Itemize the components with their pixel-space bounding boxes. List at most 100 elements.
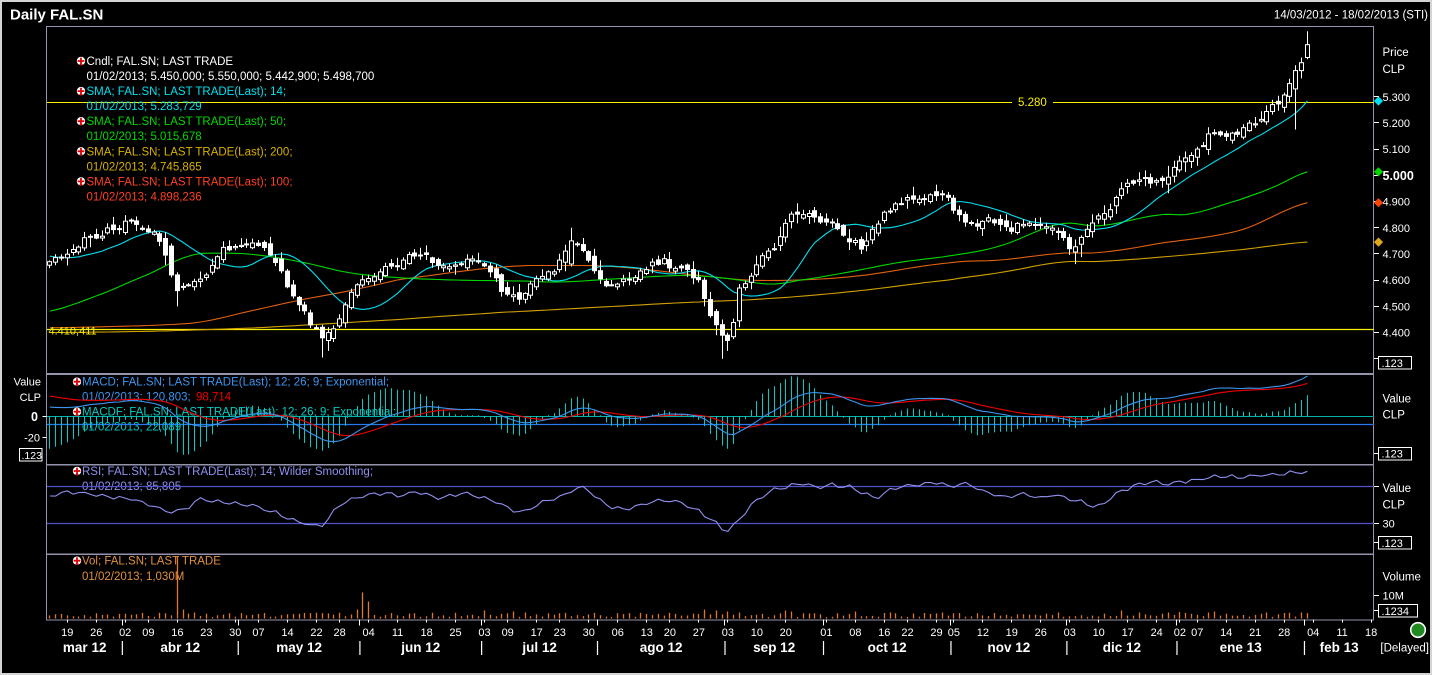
svg-text:Price: Price xyxy=(1383,47,1409,59)
svg-text:16: 16 xyxy=(171,627,183,639)
svg-text:sep 12: sep 12 xyxy=(753,640,795,655)
svg-text:may 12: may 12 xyxy=(276,640,322,655)
svg-text:10: 10 xyxy=(1093,627,1105,639)
svg-text:18: 18 xyxy=(1365,627,1377,639)
svg-text:5.300: 5.300 xyxy=(1383,92,1411,104)
svg-text:25: 25 xyxy=(449,627,461,639)
svg-text:22: 22 xyxy=(310,627,322,639)
svg-text:.1234: .1234 xyxy=(1382,606,1410,618)
svg-text:28: 28 xyxy=(333,627,345,639)
svg-text:.123: .123 xyxy=(1382,538,1403,550)
svg-text:23: 23 xyxy=(200,627,212,639)
svg-text:30: 30 xyxy=(583,627,595,639)
svg-text:01/02/2013; 1,030M: 01/02/2013; 1,030M xyxy=(82,571,184,583)
svg-text:19: 19 xyxy=(1006,627,1018,639)
svg-text:17: 17 xyxy=(531,627,543,639)
svg-text:RSI; FAL.SN; LAST TRADE(Last);: RSI; FAL.SN; LAST TRADE(Last); 14; Wilde… xyxy=(82,466,373,478)
svg-text:Value: Value xyxy=(1383,394,1412,406)
svg-text:12: 12 xyxy=(977,627,989,639)
svg-text:0: 0 xyxy=(31,410,38,424)
svg-text:01/02/2013; 5.015,678: 01/02/2013; 5.015,678 xyxy=(87,131,202,143)
svg-text:18: 18 xyxy=(420,627,432,639)
svg-text:21: 21 xyxy=(1249,627,1261,639)
svg-text:01/02/2013; 120,803;: 01/02/2013; 120,803; xyxy=(82,392,191,404)
svg-text:-20: -20 xyxy=(24,433,40,445)
svg-text:abr 12: abr 12 xyxy=(160,640,200,655)
svg-text:09: 09 xyxy=(142,627,154,639)
svg-text:5.100: 5.100 xyxy=(1383,144,1411,156)
svg-text:14: 14 xyxy=(281,627,293,639)
svg-text:24: 24 xyxy=(1151,627,1163,639)
svg-text:02: 02 xyxy=(119,627,131,639)
svg-text:19: 19 xyxy=(61,627,73,639)
svg-text:30: 30 xyxy=(229,627,241,639)
svg-text:[Delayed]: [Delayed] xyxy=(1380,643,1429,655)
svg-text:4.900: 4.900 xyxy=(1383,197,1411,209)
svg-text:01/02/2013; 4.898,236: 01/02/2013; 4.898,236 xyxy=(87,192,202,204)
svg-text:01: 01 xyxy=(820,627,832,639)
svg-text:.123: .123 xyxy=(1382,449,1403,461)
svg-text:26: 26 xyxy=(1035,627,1047,639)
svg-text:dic 12: dic 12 xyxy=(1103,640,1141,655)
svg-text:01/02/2013; 4.745,865: 01/02/2013; 4.745,865 xyxy=(87,161,202,173)
svg-text:.123: .123 xyxy=(1382,358,1403,370)
svg-text:4.400: 4.400 xyxy=(1383,328,1411,340)
svg-text:04: 04 xyxy=(362,627,374,639)
svg-text:SMA; FAL.SN; LAST TRADE(Last);: SMA; FAL.SN; LAST TRADE(Last); 14; xyxy=(87,86,287,98)
svg-text:SMA; FAL.SN; LAST TRADE(Last);: SMA; FAL.SN; LAST TRADE(Last); 100; xyxy=(87,176,293,188)
svg-text:MACD; FAL.SN; LAST TRADE(Last): MACD; FAL.SN; LAST TRADE(Last); 12; 26; … xyxy=(82,377,389,389)
svg-text:03: 03 xyxy=(478,627,490,639)
svg-text:CLP: CLP xyxy=(1383,410,1406,422)
svg-text:09: 09 xyxy=(502,627,514,639)
svg-text:SMA; FAL.SN; LAST TRADE(Last);: SMA; FAL.SN; LAST TRADE(Last); 200; xyxy=(87,146,293,158)
svg-text:nov 12: nov 12 xyxy=(988,640,1031,655)
svg-text:11: 11 xyxy=(1336,627,1347,639)
svg-text:5.000: 5.000 xyxy=(1383,169,1414,183)
svg-text:29: 29 xyxy=(930,627,942,639)
svg-text:11: 11 xyxy=(392,627,403,639)
svg-text:oct 12: oct 12 xyxy=(868,640,907,655)
svg-text:Daily FAL.SN: Daily FAL.SN xyxy=(10,7,103,24)
svg-text:17: 17 xyxy=(1122,627,1134,639)
svg-text:14/03/2012 - 18/02/2013 (STI): 14/03/2012 - 18/02/2013 (STI) xyxy=(1274,10,1428,22)
svg-text:.123: .123 xyxy=(22,450,43,462)
svg-text:MACDF; FAL.SN; LAST TRADE(Last: MACDF; FAL.SN; LAST TRADE(Last); 12; 26;… xyxy=(82,407,396,419)
svg-text:10: 10 xyxy=(751,627,763,639)
svg-text:06: 06 xyxy=(612,627,624,639)
svg-text:26: 26 xyxy=(90,627,102,639)
svg-text:20: 20 xyxy=(780,627,792,639)
svg-text:22: 22 xyxy=(901,627,913,639)
svg-text:4.700: 4.700 xyxy=(1383,249,1411,261)
svg-text:02: 02 xyxy=(1174,627,1186,639)
svg-text:14: 14 xyxy=(1220,627,1232,639)
svg-text:jul 12: jul 12 xyxy=(521,640,557,655)
svg-text:Vol; FAL.SN; LAST TRADE: Vol; FAL.SN; LAST TRADE xyxy=(82,556,221,568)
svg-text:ene 13: ene 13 xyxy=(1220,640,1263,655)
svg-text:4.500: 4.500 xyxy=(1383,301,1411,313)
svg-text:CLP: CLP xyxy=(20,392,41,404)
svg-text:98,714: 98,714 xyxy=(196,392,232,404)
svg-text:mar 12: mar 12 xyxy=(63,640,107,655)
svg-text:30: 30 xyxy=(1383,519,1395,531)
svg-text:5.280: 5.280 xyxy=(1018,97,1047,109)
svg-text:04: 04 xyxy=(1307,627,1319,639)
svg-text:01/02/2013; 5.283,729: 01/02/2013; 5.283,729 xyxy=(87,101,202,113)
svg-text:feb 13: feb 13 xyxy=(1320,640,1360,655)
svg-text:Value: Value xyxy=(14,377,41,389)
svg-text:5.200: 5.200 xyxy=(1383,118,1411,130)
svg-text:SMA; FAL.SN; LAST TRADE(Last);: SMA; FAL.SN; LAST TRADE(Last); 50; xyxy=(87,116,287,128)
svg-text:03: 03 xyxy=(722,627,734,639)
svg-text:4.600: 4.600 xyxy=(1383,275,1411,287)
svg-text:Cndl; FAL.SN; LAST TRADE: Cndl; FAL.SN; LAST TRADE xyxy=(87,56,234,68)
svg-text:23: 23 xyxy=(554,627,566,639)
svg-text:07: 07 xyxy=(1191,627,1203,639)
svg-text:05: 05 xyxy=(948,627,960,639)
svg-text:ago 12: ago 12 xyxy=(640,640,683,655)
svg-text:Value: Value xyxy=(1383,483,1412,495)
svg-text:03: 03 xyxy=(1064,627,1076,639)
svg-text:jun 12: jun 12 xyxy=(400,640,440,655)
svg-text:CLP: CLP xyxy=(1383,500,1406,512)
svg-text:13: 13 xyxy=(641,627,653,639)
svg-text:16: 16 xyxy=(878,627,890,639)
svg-text:4.800: 4.800 xyxy=(1383,223,1411,235)
